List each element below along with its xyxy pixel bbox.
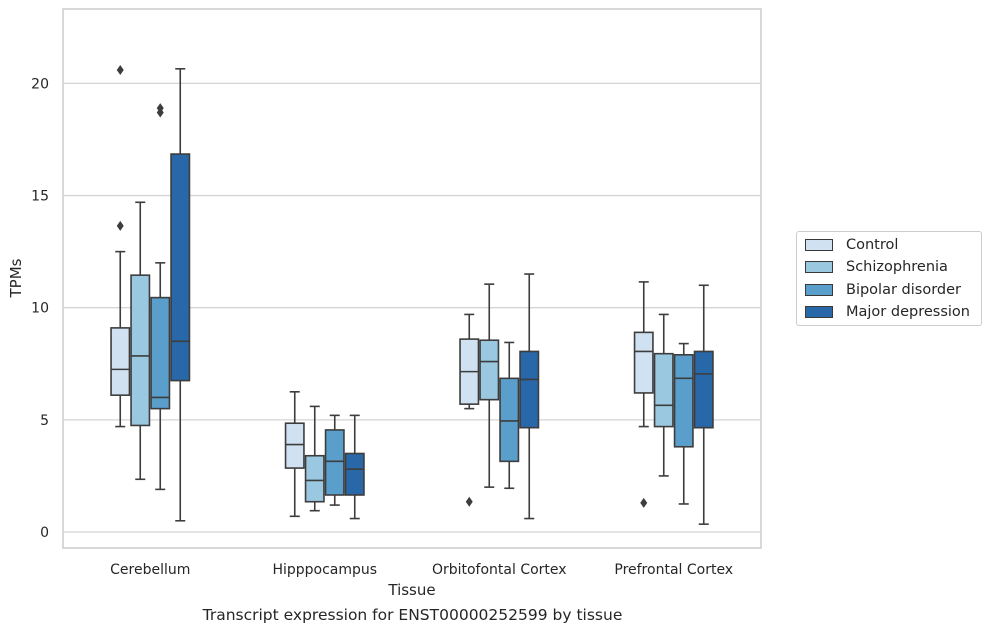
chart-caption: Transcript expression for ENST0000025259… [202, 606, 623, 624]
legend-swatch-control [805, 239, 833, 251]
plot-area [62, 8, 762, 549]
y-tick-label: 20 [31, 76, 49, 92]
legend-label-bipolar-disorder: Bipolar disorder [846, 282, 961, 298]
legend-item-bipolar-disorder: Bipolar disorder [805, 280, 961, 300]
legend-label-major-depression: Major depression [846, 304, 970, 320]
y-tick-label: 0 [40, 525, 49, 541]
x-tick-label: Prefrontal Cortex [614, 562, 733, 578]
legend-swatch-bipolar-disorder [805, 284, 833, 296]
box-bipolar-disorder [324, 414, 345, 506]
box-body [324, 429, 345, 496]
legend-label-control: Control [846, 237, 899, 253]
y-tick-labels: 0 5 10 15 20 [31, 76, 49, 541]
box-control [284, 391, 305, 518]
legend-item-control: Control [805, 235, 898, 255]
box-schizophrenia [304, 405, 325, 512]
box-schizophrenia [653, 313, 674, 477]
box-body [150, 296, 171, 410]
y-tick-label: 10 [31, 301, 49, 317]
box-body [653, 352, 674, 428]
box-body [633, 331, 654, 394]
legend-item-major-depression: Major depression [805, 302, 970, 322]
box-bipolar-disorder [673, 342, 694, 505]
box-body [130, 274, 151, 427]
box-body [693, 350, 714, 429]
x-tick-label: Orbitofontal Cortex [432, 562, 567, 578]
outlier-marker [116, 64, 124, 75]
x-axis-label: Tissue [387, 581, 435, 599]
outlier-marker [116, 220, 124, 231]
box-major-depression [519, 273, 540, 520]
box-body [284, 422, 305, 469]
x-tick-label: Cerebellum [110, 562, 190, 578]
box-body [110, 327, 131, 396]
y-tick-label: 5 [40, 413, 49, 429]
box-control [459, 313, 480, 507]
box-body [344, 452, 365, 496]
legend: Control Schizophrenia Bipolar disorder M… [796, 231, 982, 326]
y-axis-label: TPMs [7, 258, 25, 298]
box-major-depression [344, 414, 365, 520]
box-body [479, 339, 500, 401]
box-schizophrenia [130, 201, 151, 481]
box-major-depression [170, 68, 191, 522]
legend-swatch-major-depression [805, 306, 833, 318]
x-tick-labels: Cerebellum Hipppocampus Orbitofontal Corte… [110, 562, 733, 578]
outlier-marker [465, 496, 473, 507]
x-tick-label: Hipppocampus [272, 562, 377, 578]
box-body [304, 454, 325, 503]
box-schizophrenia [479, 283, 500, 488]
legend-label-schizophrenia: Schizophrenia [846, 259, 948, 275]
legend-item-schizophrenia: Schizophrenia [805, 257, 948, 277]
box-bipolar-disorder [150, 103, 171, 491]
box-major-depression [693, 284, 714, 525]
legend-swatch-schizophrenia [805, 261, 833, 273]
y-tick-label: 15 [31, 189, 49, 205]
box-control [110, 64, 131, 428]
box-body [519, 350, 540, 429]
outlier-marker [640, 497, 648, 508]
box-control [633, 281, 654, 508]
box-body [170, 153, 191, 382]
outlier-marker [156, 103, 164, 114]
box-groups [110, 64, 714, 525]
box-body [673, 354, 694, 448]
box-bipolar-disorder [499, 341, 520, 490]
box-body [499, 377, 520, 463]
